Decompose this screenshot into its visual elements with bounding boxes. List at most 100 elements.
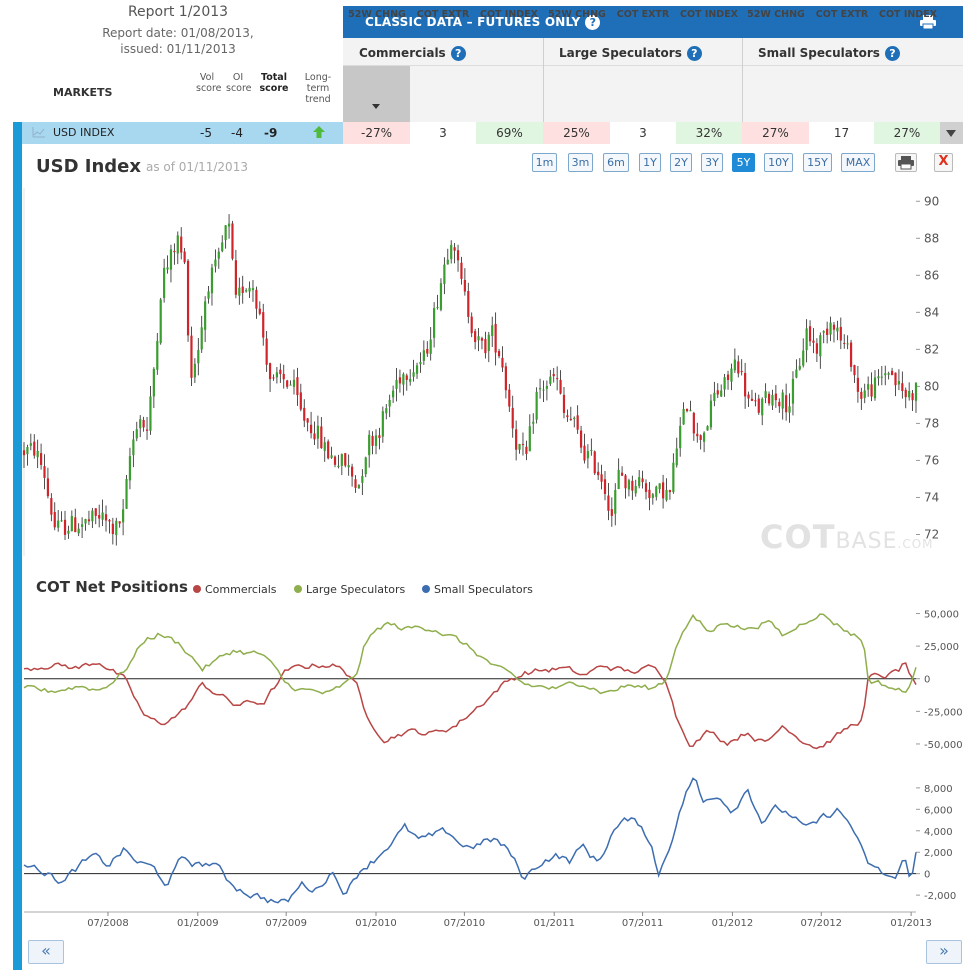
- help-icon[interactable]: ?: [686, 46, 702, 61]
- candle-body: [778, 401, 781, 407]
- legend-label: Small Speculators: [434, 583, 533, 596]
- candle-body: [525, 446, 528, 454]
- sort-descending-icon: [372, 104, 380, 109]
- col-comm-cot-extr[interactable]: COT EXTR: [416, 9, 470, 20]
- col-small-cot-extr[interactable]: COT EXTR: [815, 9, 869, 20]
- chevron-down-icon[interactable]: [946, 130, 956, 137]
- legend-small-speculators[interactable]: Small Speculators: [422, 583, 533, 596]
- candle-body: [456, 250, 460, 261]
- candle-body: [381, 411, 384, 437]
- close-chart-button[interactable]: X: [934, 153, 953, 172]
- scroll-right-button[interactable]: »: [926, 940, 962, 964]
- small-y-tick-label: 8,000: [924, 784, 953, 795]
- candle-body: [908, 390, 911, 398]
- col-comm-cot-index[interactable]: COT INDEX: [479, 9, 539, 20]
- group-commercials: Commercials?: [359, 46, 466, 61]
- candle-body: [412, 372, 415, 377]
- comm-52w-chng-cell: -27%: [343, 122, 410, 144]
- price-y-tick-label: 80: [924, 379, 939, 393]
- small-cot-index-cell: 27%: [874, 122, 940, 144]
- candle-body: [173, 250, 176, 253]
- oi-score-header: OI score: [226, 72, 252, 94]
- candle-body: [774, 393, 777, 401]
- legend-label: Commercials: [205, 583, 277, 596]
- candle-body: [822, 331, 825, 333]
- candle-body: [703, 432, 706, 442]
- print-chart-button[interactable]: [895, 153, 917, 172]
- candle-body: [402, 374, 405, 385]
- price-y-tick-label: 88: [924, 231, 939, 245]
- print-icon[interactable]: [919, 14, 937, 30]
- candle-body: [60, 520, 63, 522]
- legend-dot: [193, 585, 201, 593]
- candle-body: [672, 462, 675, 493]
- cot-y-tick-label: -50,000: [924, 740, 963, 751]
- zoom-1m-button[interactable]: 1m: [532, 153, 557, 172]
- col-comm-52w-chng[interactable]: 52W CHNG: [348, 9, 406, 20]
- group-divider: [543, 38, 544, 144]
- large-52w-chng-cell: 25%: [543, 122, 610, 144]
- candle-body: [870, 384, 873, 397]
- candle-body: [275, 372, 279, 378]
- zoom-15y-button[interactable]: 15Y: [803, 153, 832, 172]
- x-axis-tick-label: 07/2008: [87, 918, 129, 929]
- candle-body: [210, 267, 214, 294]
- candle-body: [576, 415, 579, 430]
- candle-body: [805, 328, 808, 351]
- legend-large-speculators[interactable]: Large Speculators: [294, 583, 405, 596]
- candle-body: [846, 343, 849, 345]
- market-name[interactable]: USD INDEX: [53, 126, 115, 139]
- col-large-cot-extr[interactable]: COT EXTR: [616, 9, 670, 20]
- candle-body: [57, 520, 60, 528]
- candle-body: [675, 448, 678, 466]
- candle-body: [46, 478, 50, 497]
- scroll-left-button[interactable]: «: [28, 940, 64, 964]
- help-icon[interactable]: ?: [585, 15, 601, 30]
- cot-y-tick-label: -25,000: [924, 707, 963, 718]
- zoom-1y-button[interactable]: 1Y: [639, 153, 661, 172]
- candle-body: [186, 260, 190, 336]
- candle-body: [63, 519, 67, 535]
- market-row[interactable]: USD INDEX -5 -4 -9: [22, 122, 343, 144]
- col-small-cot-index[interactable]: COT INDEX: [878, 9, 938, 20]
- candle-body: [638, 477, 641, 487]
- zoom-2y-button[interactable]: 2Y: [670, 153, 692, 172]
- candle-body: [593, 451, 596, 474]
- chart-line-icon: [32, 127, 45, 138]
- zoom-3m-button[interactable]: 3m: [568, 153, 593, 172]
- col-small-52w-chng[interactable]: 52W CHNG: [747, 9, 805, 20]
- candle-body: [504, 366, 507, 391]
- candle-body: [125, 479, 128, 509]
- zoom-5y-button[interactable]: 5Y: [732, 153, 755, 172]
- candle-body: [378, 435, 381, 439]
- legend-commercials[interactable]: Commercials: [193, 583, 277, 596]
- candle-body: [221, 242, 224, 252]
- candle-body: [552, 373, 555, 377]
- candle-body: [737, 361, 740, 374]
- candle-body: [692, 412, 695, 434]
- candle-body: [320, 426, 323, 449]
- zoom-max-button[interactable]: MAX: [841, 153, 875, 172]
- candle-body: [764, 391, 767, 398]
- candle-body: [227, 223, 231, 227]
- candle-body: [689, 410, 692, 412]
- zoom-6m-button[interactable]: 6m: [603, 153, 629, 172]
- candle-body: [556, 378, 559, 380]
- candle-body: [333, 456, 337, 465]
- candle-body: [685, 408, 689, 412]
- candle-body: [761, 398, 764, 416]
- candle-body: [415, 365, 419, 374]
- col-large-cot-index[interactable]: COT INDEX: [679, 9, 739, 20]
- small-y-tick-label: 2,000: [924, 848, 953, 859]
- help-icon[interactable]: ?: [884, 46, 900, 61]
- candle-body: [159, 299, 162, 344]
- candle-body: [750, 398, 754, 401]
- zoom-3y-button[interactable]: 3Y: [701, 153, 723, 172]
- candle-body: [286, 380, 289, 387]
- zoom-10y-button[interactable]: 10Y: [764, 153, 793, 172]
- chart-title: USD Index: [36, 156, 142, 177]
- col-large-52w-chng[interactable]: 52W CHNG: [548, 9, 606, 20]
- candle-body: [877, 376, 880, 379]
- help-icon[interactable]: ?: [450, 46, 466, 61]
